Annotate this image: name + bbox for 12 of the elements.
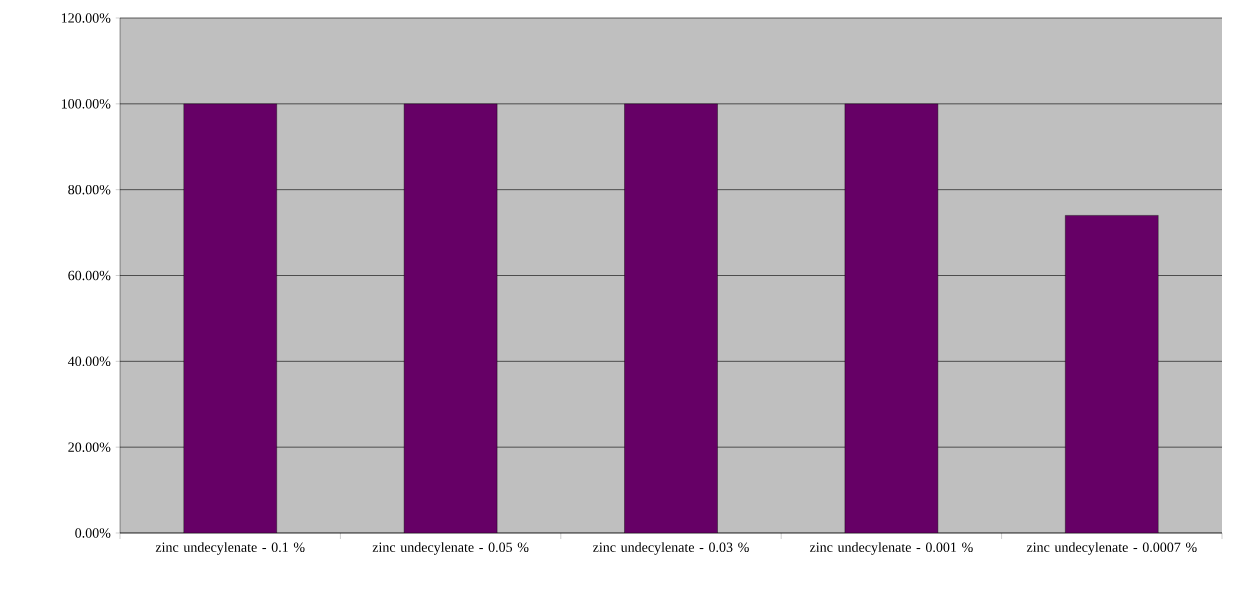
y-tick-label: 40.00% <box>67 356 111 367</box>
x-tick-label: zinc undecylenate - 0.1 % <box>155 542 305 555</box>
x-tick-label: zinc undecylenate - 0.001 % <box>809 542 973 555</box>
y-tick-label: 20.00% <box>68 442 111 452</box>
y-tick-label: 0.00% <box>75 528 111 538</box>
y-tick-label: 100.00% <box>61 99 111 109</box>
y-tick-label: 80.00% <box>68 184 111 195</box>
y-tick-label: 60.00% <box>68 270 111 281</box>
x-tick-label: zinc undecylenate - 0.0007 % <box>1026 542 1197 555</box>
y-tick-label: 120.00% <box>61 13 111 23</box>
x-tick-label: zinc undecylenate - 0.03 % <box>593 542 749 555</box>
x-tick-label: zinc undecylenate - 0.05 % <box>372 542 529 555</box>
